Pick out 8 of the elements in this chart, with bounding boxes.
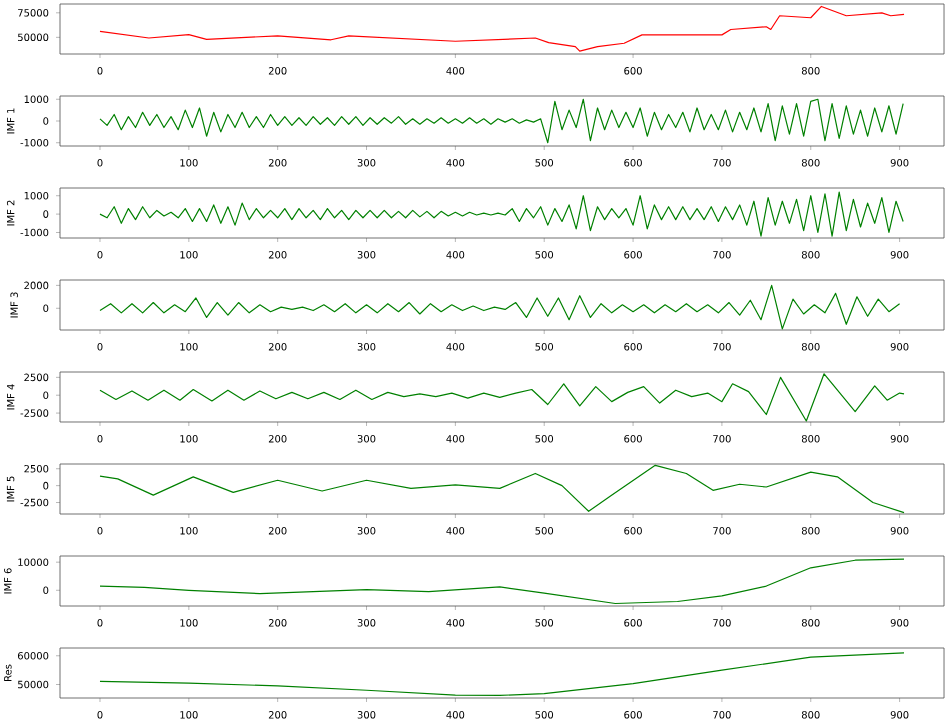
line-series: [99, 373, 905, 422]
line-series: [99, 98, 904, 144]
line-series: [99, 284, 901, 330]
line-series: [99, 5, 905, 52]
line-series: [99, 464, 905, 514]
line-series: [99, 558, 905, 605]
line-series: [99, 652, 905, 697]
line-series: [99, 191, 904, 237]
